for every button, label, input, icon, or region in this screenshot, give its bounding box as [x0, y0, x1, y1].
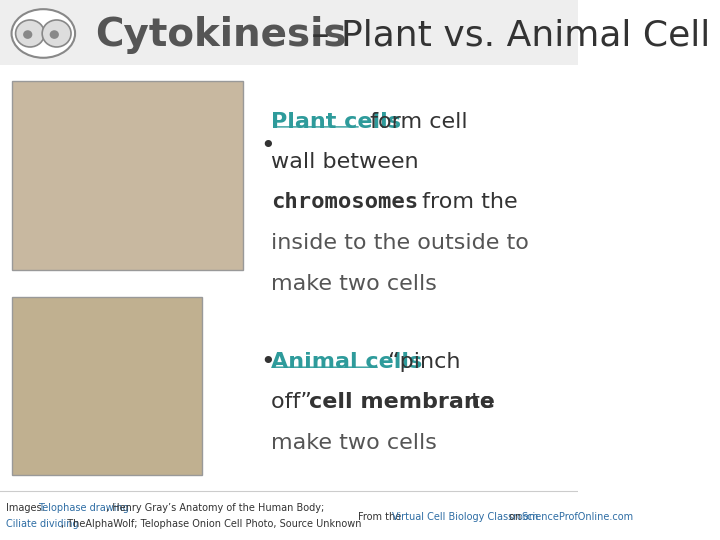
Text: Plant cells: Plant cells [271, 111, 402, 132]
Text: Animal cells: Animal cells [271, 352, 423, 372]
Text: form cell: form cell [363, 111, 467, 132]
Text: Telophase drawing: Telophase drawing [37, 503, 128, 512]
Circle shape [23, 30, 32, 39]
Text: chromosomes: chromosomes [271, 192, 418, 213]
Text: cell membrane: cell membrane [309, 392, 495, 413]
Text: make two cells: make two cells [271, 273, 437, 294]
Text: •: • [260, 350, 274, 374]
FancyBboxPatch shape [0, 0, 577, 65]
Text: “pinch: “pinch [381, 352, 461, 372]
Text: from the: from the [415, 192, 518, 213]
Text: to: to [464, 392, 493, 413]
Text: inside to the outside to: inside to the outside to [271, 233, 529, 253]
Text: off”: off” [271, 392, 320, 413]
Text: Ciliate dividing: Ciliate dividing [6, 519, 78, 529]
Text: From the: From the [358, 512, 405, 522]
Text: •: • [260, 134, 274, 158]
Text: – Plant vs. Animal Cell: – Plant vs. Animal Cell [300, 18, 711, 52]
Text: wall between: wall between [271, 152, 419, 172]
Circle shape [16, 20, 45, 47]
FancyBboxPatch shape [12, 297, 202, 475]
Text: ScienceProfOnline.com: ScienceProfOnline.com [521, 512, 633, 522]
Circle shape [50, 30, 59, 39]
Text: Images:: Images: [6, 503, 48, 512]
FancyBboxPatch shape [12, 81, 243, 270]
Text: Virtual Cell Biology Classroom: Virtual Cell Biology Classroom [392, 512, 538, 522]
Text: make two cells: make two cells [271, 433, 437, 453]
Text: , TheAlphaWolf; Telophase Onion Cell Photo, Source Unknown: , TheAlphaWolf; Telophase Onion Cell Pho… [60, 519, 361, 529]
Text: Cytokinesis: Cytokinesis [95, 16, 347, 54]
Ellipse shape [12, 9, 75, 58]
Text: , Henry Gray’s Anatomy of the Human Body;: , Henry Gray’s Anatomy of the Human Body… [106, 503, 324, 512]
Text: on: on [506, 512, 524, 522]
Circle shape [42, 20, 71, 47]
